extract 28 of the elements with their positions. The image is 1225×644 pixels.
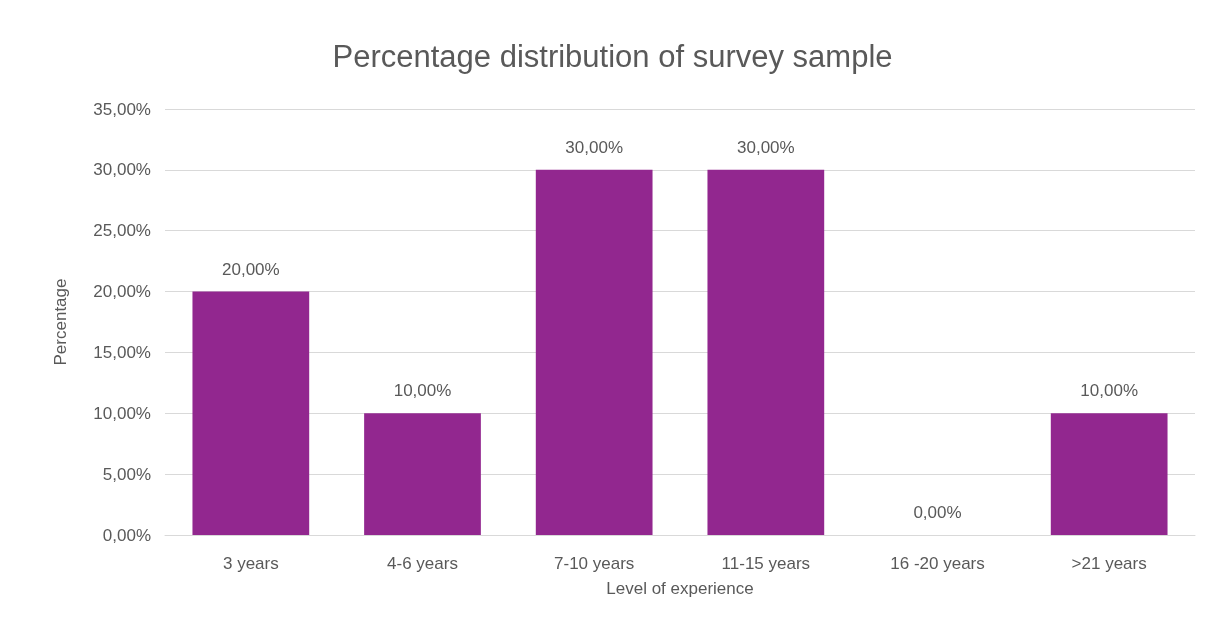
y-tick-label: 0,00%	[102, 525, 151, 545]
x-tick-label: 4-6 years	[387, 554, 458, 573]
data-label: 0,00%	[913, 503, 962, 522]
x-axis-title: Level of experience	[606, 579, 754, 598]
x-tick-label: 11-15 years	[721, 554, 811, 573]
data-label: 10,00%	[1080, 381, 1138, 401]
y-tick-label: 10,00%	[93, 403, 151, 423]
bar	[707, 169, 825, 535]
x-tick-label: >21 years	[1071, 554, 1147, 573]
bar	[192, 291, 310, 535]
y-tick-label: 15,00%	[93, 342, 151, 362]
bar	[1050, 413, 1168, 535]
chart-title: Percentage distribution of survey sample	[332, 39, 893, 74]
x-tick-label: 3 years	[222, 554, 279, 573]
y-axis-title: Percentage	[51, 278, 70, 366]
x-tick-label: 7-10 years	[554, 554, 635, 573]
y-tick-label: 5,00%	[102, 464, 151, 484]
y-tick-label: 30,00%	[93, 160, 151, 180]
y-tick-label: 25,00%	[93, 221, 151, 241]
bar	[535, 169, 653, 535]
data-label: 10,00%	[393, 381, 452, 401]
data-label: 20,00%	[222, 259, 280, 279]
data-label: 30,00%	[737, 137, 795, 157]
bar	[364, 413, 481, 535]
y-tick-label: 35,00%	[93, 99, 151, 119]
y-tick-label: 20,00%	[93, 282, 151, 302]
x-tick-label: 16 -20 years	[890, 554, 985, 573]
data-label: 30,00%	[565, 137, 623, 157]
